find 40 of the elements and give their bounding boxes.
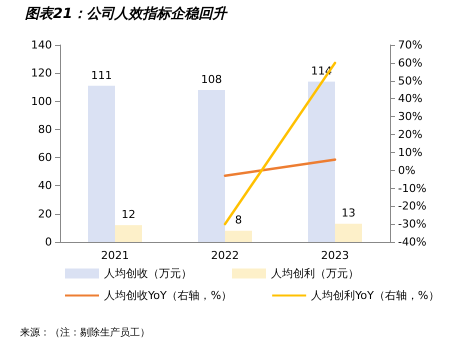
- legend-label: 人均创利YoY（右轴，%）: [311, 289, 440, 302]
- chart-title: 图表21：公司人效指标企稳回升: [25, 5, 228, 22]
- data-label: 8: [235, 214, 242, 227]
- x-tick-label: 2021: [101, 249, 129, 262]
- legend-label: 人均创收YoY（右轴，%）: [104, 289, 232, 302]
- legend-label: 人均创收（万元）: [104, 267, 192, 280]
- bar: [308, 82, 335, 242]
- y-tick-label: 140: [31, 38, 52, 52]
- y2-tick-label: 20%: [398, 128, 422, 142]
- bar: [225, 230, 252, 242]
- y2-tick-label: -10%: [398, 182, 426, 195]
- y-tick-label: 40: [38, 179, 52, 192]
- y-tick-label: 120: [31, 66, 52, 80]
- y2-tick-label: 30%: [398, 110, 422, 124]
- x-tick-label: 2023: [321, 249, 349, 262]
- y-tick-label: 20: [38, 207, 52, 220]
- y2-tick-label: 60%: [398, 56, 422, 70]
- data-label: 13: [342, 206, 356, 220]
- y2-tick-label: -30%: [398, 218, 426, 231]
- source-note: 来源：（注：剔除生产员工）: [20, 326, 150, 338]
- y-tick-label: 60: [38, 151, 52, 164]
- y2-tick-label: 10%: [398, 146, 422, 159]
- y-tick-label: 80: [38, 122, 52, 136]
- bar: [115, 225, 142, 242]
- y2-tick-label: 40%: [398, 92, 422, 106]
- data-label: 12: [122, 208, 136, 222]
- bar: [198, 90, 225, 242]
- y2-tick-label: -40%: [398, 236, 426, 248]
- bar: [335, 224, 362, 242]
- bar: [88, 86, 115, 242]
- y2-tick-label: -20%: [398, 200, 426, 213]
- y-tick-label: 100: [31, 94, 52, 108]
- legend-label: 人均创利（万元）: [271, 267, 359, 280]
- y2-tick-label: 70%: [398, 38, 422, 52]
- x-tick-label: 2022: [211, 249, 239, 262]
- y2-tick-label: 0%: [398, 164, 416, 177]
- y2-tick-label: 50%: [398, 74, 422, 88]
- y-tick-label: 0: [45, 236, 52, 248]
- data-label: 108: [201, 73, 222, 86]
- data-label: 111: [91, 68, 112, 82]
